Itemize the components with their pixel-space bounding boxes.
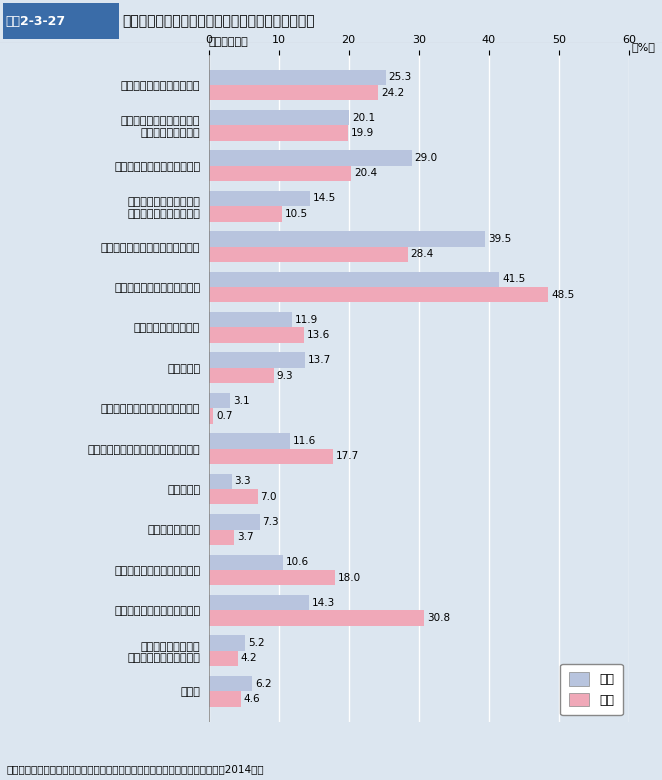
Bar [209, 393, 230, 408]
Bar [209, 448, 332, 464]
Text: 20.1: 20.1 [352, 112, 375, 122]
Text: 48.5: 48.5 [551, 289, 575, 300]
Text: 39.5: 39.5 [488, 234, 511, 244]
Bar [209, 555, 283, 570]
Bar [209, 151, 412, 166]
Bar [209, 191, 310, 206]
Bar [209, 69, 386, 85]
Text: 図表2-3-27: 図表2-3-27 [5, 15, 66, 28]
Text: 30.8: 30.8 [427, 613, 450, 623]
Text: 4.6: 4.6 [244, 694, 260, 704]
Text: 17.7: 17.7 [336, 452, 359, 461]
Text: 19.9: 19.9 [351, 128, 374, 138]
Text: 11.9: 11.9 [295, 315, 318, 324]
Text: 18.0: 18.0 [338, 573, 361, 583]
Text: 6.2: 6.2 [255, 679, 271, 689]
Bar [209, 651, 238, 666]
Bar [209, 595, 308, 610]
Bar [209, 408, 213, 424]
Text: 資料：厚生労働省政策統括官付政策評価官室委託「健康意識に関する調査」（2014年）: 資料：厚生労働省政策統括官付政策評価官室委託「健康意識に関する調査」（2014年… [7, 764, 264, 774]
Text: もっと休みが取れた場合の休日の過ごし方（性別）: もっと休みが取れた場合の休日の過ごし方（性別） [122, 15, 315, 28]
Bar [209, 110, 350, 126]
Text: 9.3: 9.3 [277, 370, 293, 381]
Text: 7.0: 7.0 [260, 491, 277, 502]
Bar [209, 530, 234, 545]
Bar [209, 126, 348, 140]
Text: 10.6: 10.6 [285, 557, 308, 567]
Legend: 男性, 女性: 男性, 女性 [560, 664, 623, 715]
Bar [209, 271, 499, 287]
Text: 24.2: 24.2 [381, 87, 404, 98]
Bar [209, 675, 252, 691]
Bar [209, 514, 260, 530]
Bar [209, 231, 485, 246]
Text: 14.3: 14.3 [312, 597, 335, 608]
Bar [209, 353, 305, 368]
Text: 28.4: 28.4 [410, 250, 434, 259]
Bar [209, 570, 334, 585]
FancyBboxPatch shape [3, 3, 119, 40]
Text: 13.7: 13.7 [307, 355, 330, 365]
Bar [209, 206, 282, 222]
Bar [209, 610, 424, 626]
Text: 4.2: 4.2 [241, 654, 258, 664]
Text: 3.3: 3.3 [234, 477, 251, 487]
Bar [209, 434, 290, 448]
Text: 3.7: 3.7 [237, 532, 254, 542]
Bar [209, 328, 304, 342]
Bar [209, 368, 273, 383]
Text: 0.7: 0.7 [216, 411, 233, 421]
Text: 29.0: 29.0 [414, 153, 438, 163]
Text: 3.1: 3.1 [233, 395, 250, 406]
Text: 20.4: 20.4 [354, 168, 377, 179]
Bar [209, 165, 352, 181]
Bar [209, 636, 245, 651]
Bar [209, 489, 258, 505]
Text: 7.3: 7.3 [262, 517, 279, 526]
Bar [209, 246, 408, 262]
Bar [209, 85, 378, 101]
Text: （複数回答）: （複数回答） [209, 37, 248, 48]
Text: 10.5: 10.5 [285, 209, 308, 219]
Bar [209, 473, 232, 489]
Text: 41.5: 41.5 [502, 275, 526, 285]
Text: （%）: （%） [632, 42, 655, 51]
Bar [209, 691, 241, 707]
Text: 25.3: 25.3 [389, 73, 412, 82]
Text: 5.2: 5.2 [248, 638, 264, 648]
Text: 11.6: 11.6 [293, 436, 316, 446]
Text: 13.6: 13.6 [307, 330, 330, 340]
Bar [209, 312, 292, 328]
Bar [209, 287, 548, 303]
Text: 14.5: 14.5 [313, 193, 336, 204]
